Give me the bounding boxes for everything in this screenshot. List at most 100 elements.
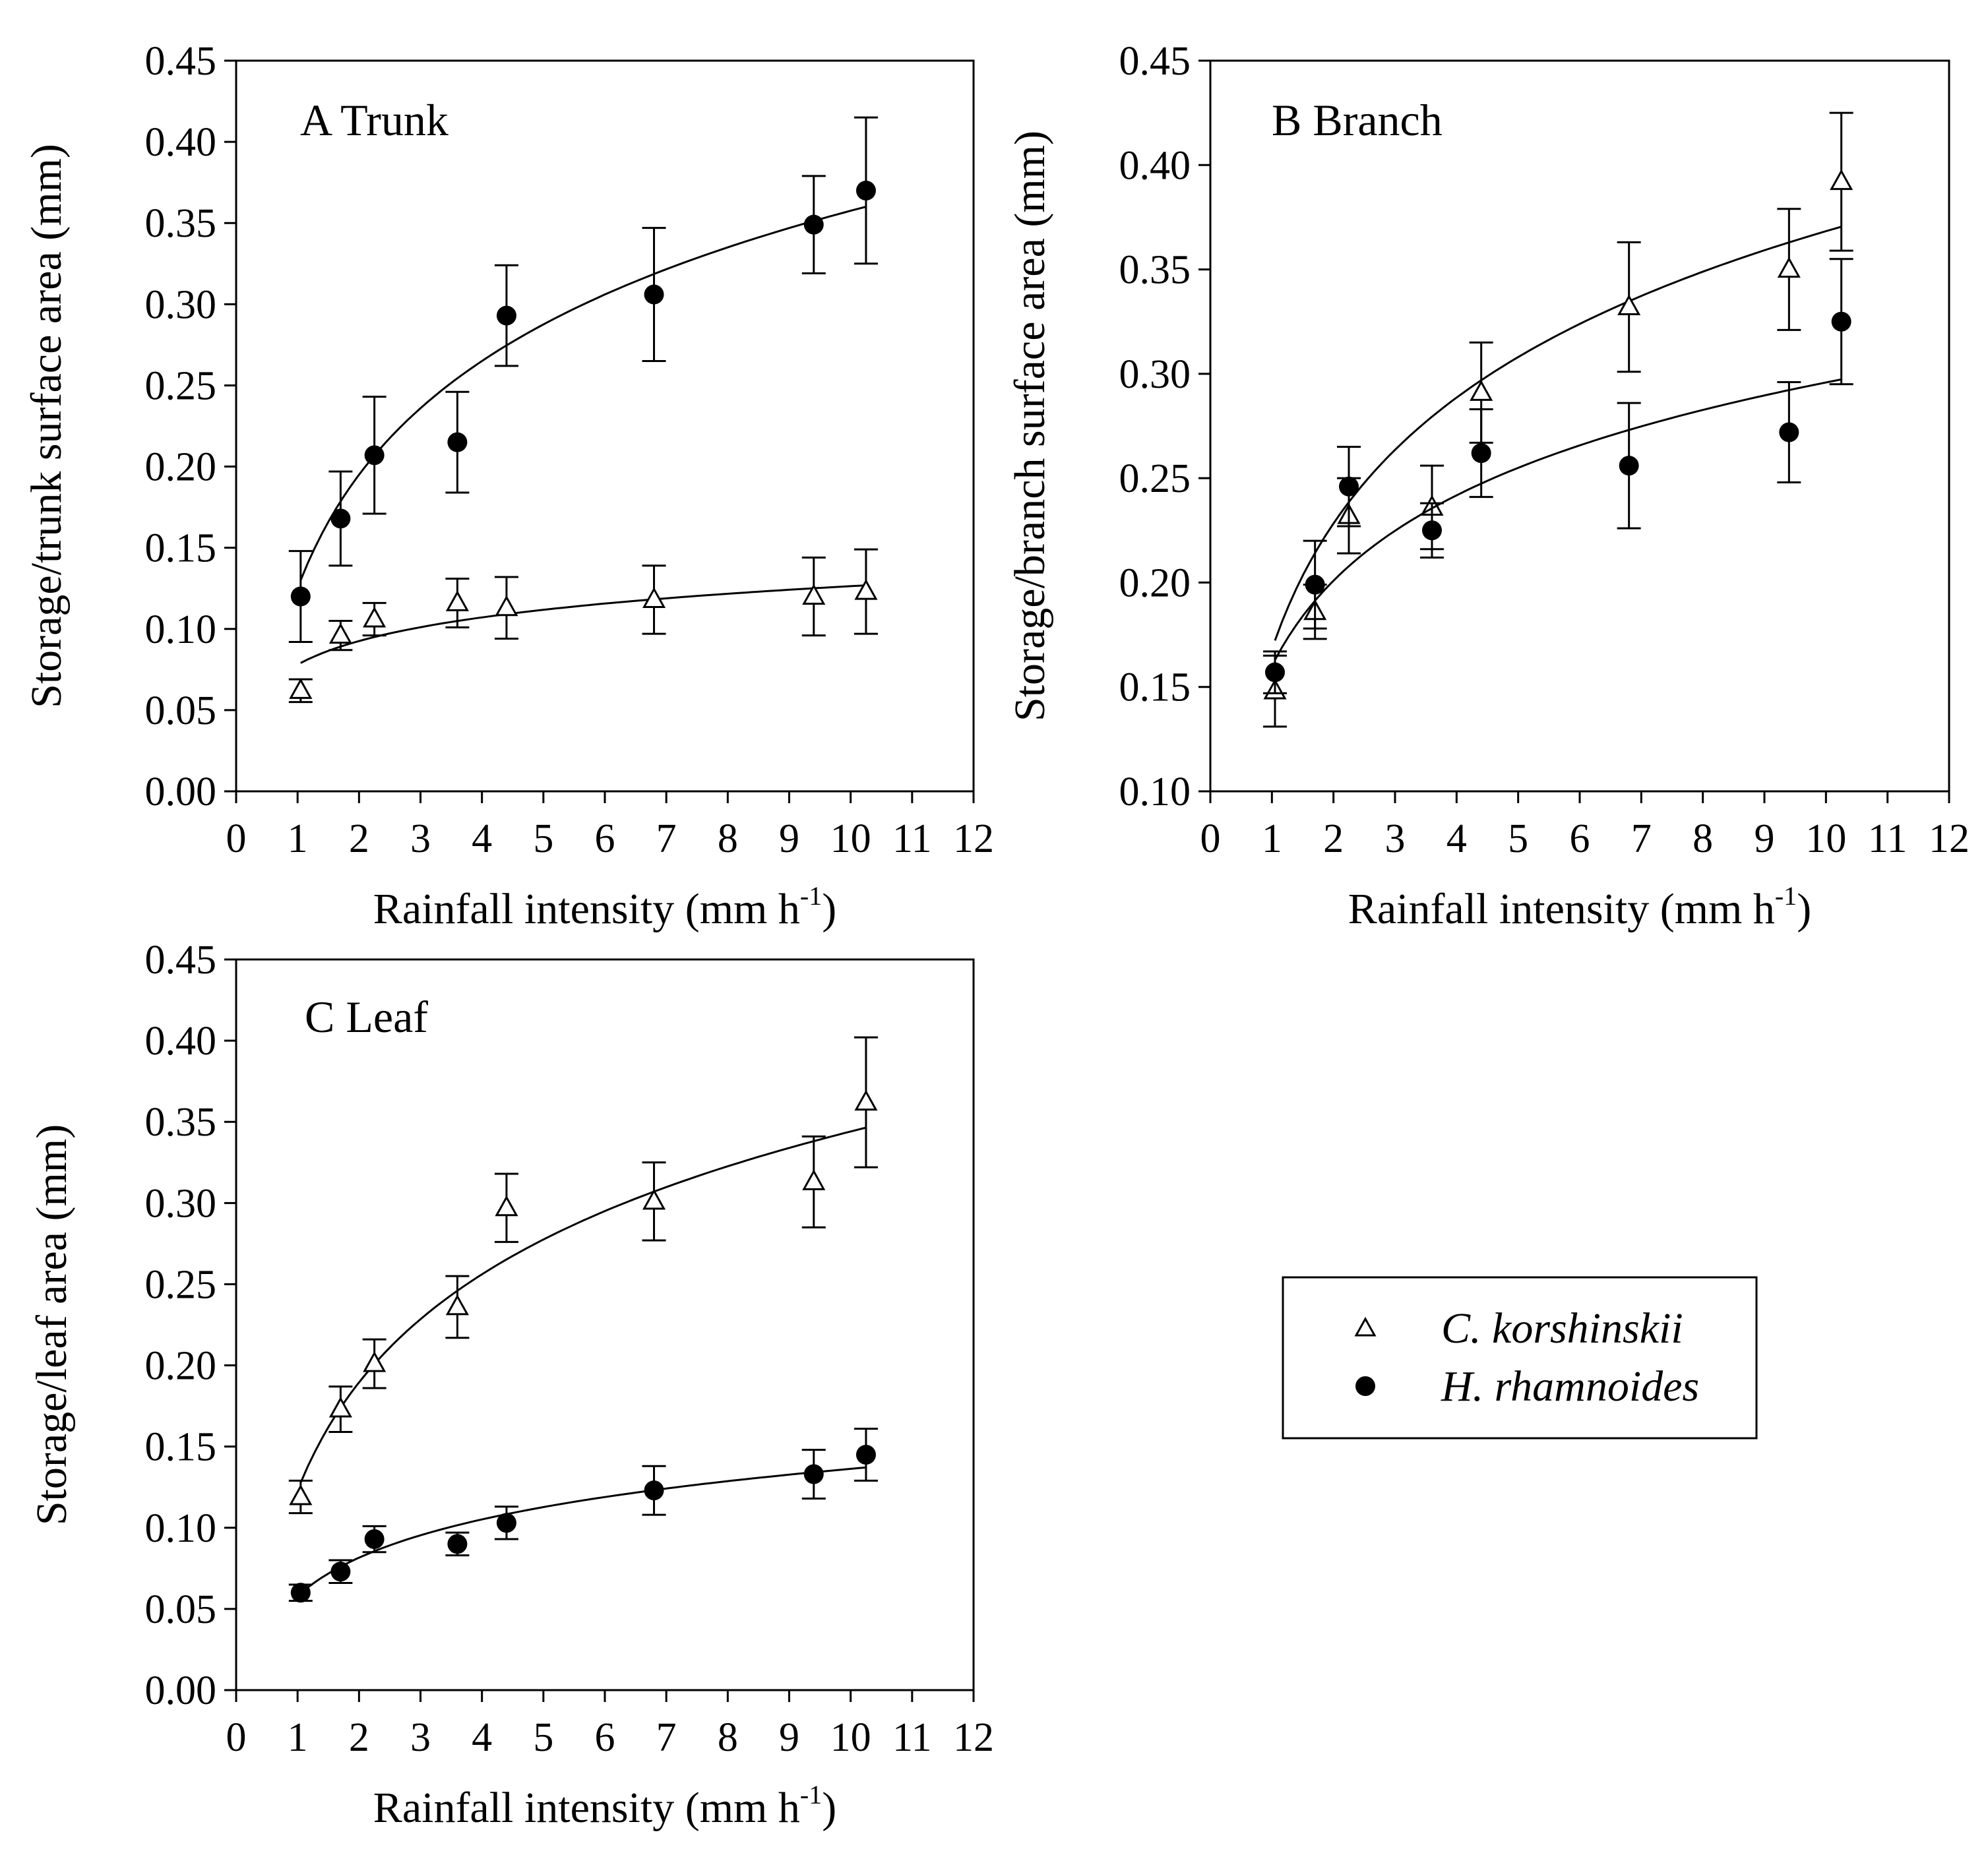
point-c-korshinskii-a (495, 595, 518, 617)
fit-curve-h-rhamnoides-c (299, 1466, 867, 1595)
point-h-rhamnoides-b (1305, 574, 1325, 595)
x-tick-label-a: 11 (892, 816, 932, 861)
point-c-korshinskii-c (854, 1089, 878, 1111)
point-c-korshinskii-b (1617, 294, 1641, 316)
y-tick-label-b: 0.35 (1119, 248, 1191, 293)
point-c-korshinskii-a (642, 587, 666, 608)
point-c-korshinskii-c (642, 1188, 666, 1210)
point-c-korshinskii-c (363, 1351, 387, 1372)
y-tick-label-c: 0.15 (145, 1425, 217, 1470)
point-c-korshinskii-a (289, 678, 313, 699)
y-tick-label-a: 0.40 (145, 120, 217, 165)
y-tick-label-a: 0.15 (145, 526, 217, 571)
point-c-korshinskii-c (328, 1396, 352, 1418)
y-tick-label-b: 0.10 (1119, 770, 1191, 814)
panel-title-c: C Leaf (305, 992, 428, 1042)
x-tick-label-b: 6 (1570, 816, 1590, 861)
point-c-korshinskii-b (1470, 380, 1493, 401)
y-tick-label-a: 0.20 (145, 445, 217, 490)
x-tick-label-c: 6 (595, 1715, 615, 1760)
panels: 0 1 2 3 4 5 6 7 8 9 10 11 120.000.050.100.150.200.25… (22, 39, 1970, 1832)
point-h-rhamnoides-a (855, 180, 876, 200)
point-c-korshinskii-a (445, 590, 469, 611)
x-tick-label-b: 1 (1262, 816, 1282, 861)
x-tick-label-b: 11 (1868, 816, 1908, 861)
point-h-rhamnoides-c (447, 1534, 468, 1554)
point-h-rhamnoides-c (644, 1480, 664, 1501)
legend-box (1282, 1276, 1758, 1440)
point-h-rhamnoides-c (803, 1464, 824, 1484)
panel-c: 0 1 2 3 4 5 6 7 8 9 10 11 120.000.050.100.150.200.25… (28, 938, 994, 1832)
x-tick-label-c: 7 (656, 1715, 677, 1760)
x-tick-label-c: 2 (349, 1715, 369, 1760)
point-c-korshinskii-a (363, 606, 387, 628)
point-h-rhamnoides-c (364, 1529, 385, 1550)
y-tick-label-b: 0.25 (1119, 456, 1191, 501)
fit-curve-h-rhamnoides-b (1274, 378, 1842, 661)
x-tick-label-a: 2 (349, 816, 369, 861)
panel-title-b: B Branch (1272, 95, 1443, 145)
x-tick-label-c: 11 (892, 1715, 932, 1760)
x-tick-label-c: 3 (410, 1715, 431, 1760)
y-tick-label-b: 0.20 (1119, 561, 1191, 605)
point-h-rhamnoides-c (330, 1562, 351, 1582)
legend-triangle-marker (1354, 1316, 1377, 1337)
panel-b: 0 1 2 3 4 5 6 7 8 9 10 11 120.100.150.200.250.300.35… (1006, 39, 1970, 933)
point-h-rhamnoides-b (1471, 443, 1491, 464)
y-tick-label-c: 0.45 (145, 938, 217, 983)
point-h-rhamnoides-b (1619, 456, 1639, 476)
point-h-rhamnoides-a (803, 214, 824, 235)
y-tick-label-c: 0.35 (145, 1100, 217, 1145)
point-c-korshinskii-b (1777, 257, 1801, 278)
x-axis-title-a: Rainfall intensity (mm h-1) (373, 881, 836, 933)
legend-label-c-korshinskii: C. korshinskii (1441, 1304, 1683, 1352)
y-axis-title-a: Storage/trunk surface area (mm) (22, 144, 71, 708)
point-h-rhamnoides-c (496, 1513, 516, 1533)
point-h-rhamnoides-a (496, 305, 516, 326)
point-h-rhamnoides-b (1422, 520, 1442, 541)
y-tick-label-c: 0.00 (145, 1668, 217, 1713)
x-tick-label-a: 8 (718, 816, 738, 861)
x-tick-label-b: 12 (1929, 816, 1970, 861)
y-tick-label-c: 0.20 (145, 1344, 217, 1389)
x-tick-label-a: 0 (226, 816, 247, 861)
legend-circle-marker (1355, 1376, 1375, 1396)
fit-curve-c-korshinskii-b (1274, 226, 1842, 641)
x-tick-label-c: 5 (533, 1715, 553, 1760)
point-c-korshinskii-c (445, 1294, 469, 1316)
fit-curve-h-rhamnoides-a (299, 206, 867, 581)
x-tick-label-b: 8 (1693, 816, 1713, 861)
legend-label-h-rhamnoides: H. rhamnoides (1441, 1362, 1699, 1411)
panel-a: 0 1 2 3 4 5 6 7 8 9 10 11 120.000.050.100.150.200.25… (22, 39, 994, 933)
point-h-rhamnoides-b (1831, 311, 1851, 332)
x-tick-label-b: 5 (1508, 816, 1528, 861)
point-h-rhamnoides-c (855, 1444, 876, 1465)
y-tick-label-c: 0.10 (145, 1506, 217, 1551)
point-h-rhamnoides-c (290, 1583, 311, 1603)
panel-title-a: A Trunk (300, 95, 449, 145)
point-h-rhamnoides-b (1265, 662, 1285, 683)
point-c-korshinskii-c (495, 1195, 518, 1217)
x-axis-title-c: Rainfall intensity (mm h-1) (373, 1780, 836, 1832)
y-tick-label-b: 0.15 (1119, 665, 1191, 710)
point-h-rhamnoides-a (644, 284, 664, 305)
x-tick-label-a: 5 (533, 816, 553, 861)
y-tick-label-a: 0.45 (145, 39, 217, 84)
point-c-korshinskii-a (328, 623, 352, 644)
point-h-rhamnoides-a (364, 445, 385, 466)
x-tick-label-c: 4 (472, 1715, 492, 1760)
point-c-korshinskii-c (289, 1484, 313, 1505)
x-tick-label-a: 6 (595, 816, 615, 861)
fit-curve-c-korshinskii-a (300, 584, 867, 664)
point-h-rhamnoides-a (330, 508, 351, 529)
x-tick-label-c: 10 (830, 1715, 871, 1760)
y-tick-label-a: 0.25 (145, 363, 217, 408)
x-tick-label-b: 10 (1805, 816, 1846, 861)
x-tick-label-a: 4 (472, 816, 492, 861)
x-tick-label-c: 0 (226, 1715, 247, 1760)
point-h-rhamnoides-b (1779, 422, 1799, 442)
x-tick-label-a: 9 (779, 816, 799, 861)
x-tick-label-b: 3 (1385, 816, 1406, 861)
